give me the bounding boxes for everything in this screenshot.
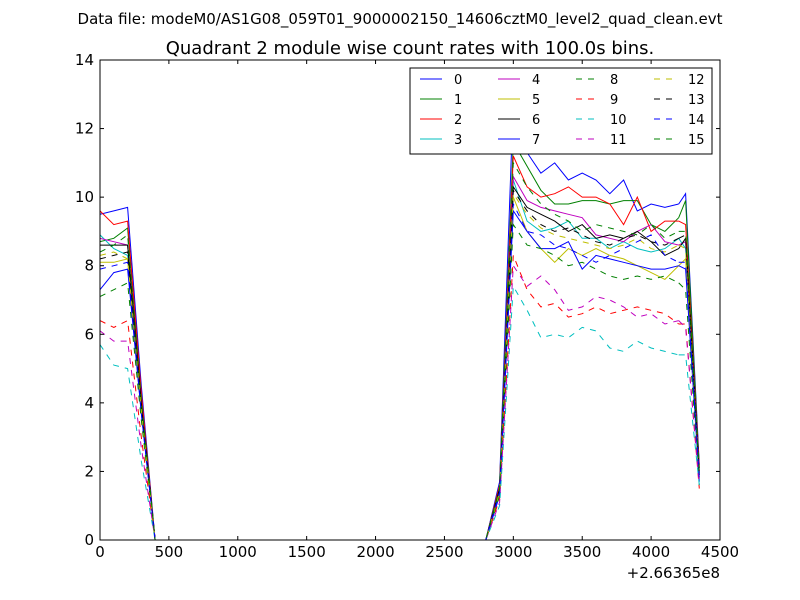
legend-label-1: 1 [454, 93, 462, 108]
series-line-15 [100, 161, 679, 540]
legend-label-11: 11 [610, 133, 627, 148]
series-line-8 [100, 223, 679, 540]
legend-label-15: 15 [688, 133, 705, 148]
series-line-9-tail [678, 323, 700, 489]
legend-label-8: 8 [610, 73, 618, 88]
legend-label-5: 5 [532, 93, 540, 108]
chart-title: Quadrant 2 module wise count rates with … [166, 38, 655, 59]
x-tick-label: 3500 [563, 543, 601, 561]
y-tick-label: 10 [75, 188, 94, 206]
y-tick-label: 2 [84, 462, 94, 480]
series-line-12 [100, 192, 679, 540]
legend-box [409, 67, 713, 155]
legend-label-10: 10 [610, 113, 627, 128]
x-tick-label: 1000 [219, 543, 257, 561]
legend-label-2: 2 [454, 113, 462, 128]
series-line-10 [100, 284, 679, 540]
legend-label-12: 12 [688, 73, 705, 88]
legend-label-4: 4 [532, 73, 540, 88]
axis-ticks: 0 500 1000 1500 2000 2500 3000 3500 4000 4500 0 2 4 6… [75, 51, 739, 561]
y-tick-label: 8 [84, 257, 94, 275]
series-line-9 [100, 255, 679, 540]
series-line-11 [100, 264, 679, 540]
series-line-15-tail [678, 230, 700, 472]
y-tick-label: 0 [84, 531, 94, 549]
series-line-7 [100, 209, 679, 540]
x-tick-label: 4000 [632, 543, 670, 561]
series-line-6 [100, 185, 679, 540]
x-tick-label: 0 [95, 543, 105, 561]
legend-label-14: 14 [688, 113, 705, 128]
suptitle: Data file: modeM0/AS1G08_059T01_90000021… [78, 10, 723, 29]
series-line-3 [100, 179, 679, 540]
y-tick-label: 14 [75, 51, 94, 69]
legend-label-6: 6 [532, 113, 540, 128]
series-line-13 [100, 188, 679, 540]
series-line-5 [100, 196, 680, 540]
legend-label-0: 0 [454, 73, 462, 88]
x-tick-label: 500 [155, 543, 184, 561]
series-line-0 [100, 100, 679, 540]
y-tick-label: 6 [84, 325, 94, 343]
series-line-2 [100, 155, 679, 540]
series-line-13-tail [678, 234, 700, 475]
x-tick-label: 2500 [425, 543, 463, 561]
x-tick-label: 2000 [356, 543, 394, 561]
legend-label-7: 7 [532, 133, 540, 148]
legend-label-9: 9 [610, 93, 618, 108]
series-layer [100, 100, 700, 540]
y-tick-label: 4 [84, 394, 94, 412]
series-line-11-tail [678, 320, 700, 486]
series-line-1 [100, 140, 680, 540]
legend-label-13: 13 [688, 93, 705, 108]
x-tick-label: 4500 [701, 543, 739, 561]
x-tick-label: 3000 [494, 543, 532, 561]
series-line-8-tail [678, 282, 700, 486]
series-line-14-tail [678, 261, 700, 479]
series-line-14 [100, 202, 679, 540]
x-offset-label: +2.66365e8 [627, 564, 720, 582]
y-tick-label: 12 [75, 120, 94, 138]
x-tick-label: 1500 [288, 543, 326, 561]
series-line-10-tail [678, 354, 700, 486]
series-line-4 [100, 174, 679, 540]
legend-label-3: 3 [454, 133, 462, 148]
plot-frame [99, 59, 721, 541]
